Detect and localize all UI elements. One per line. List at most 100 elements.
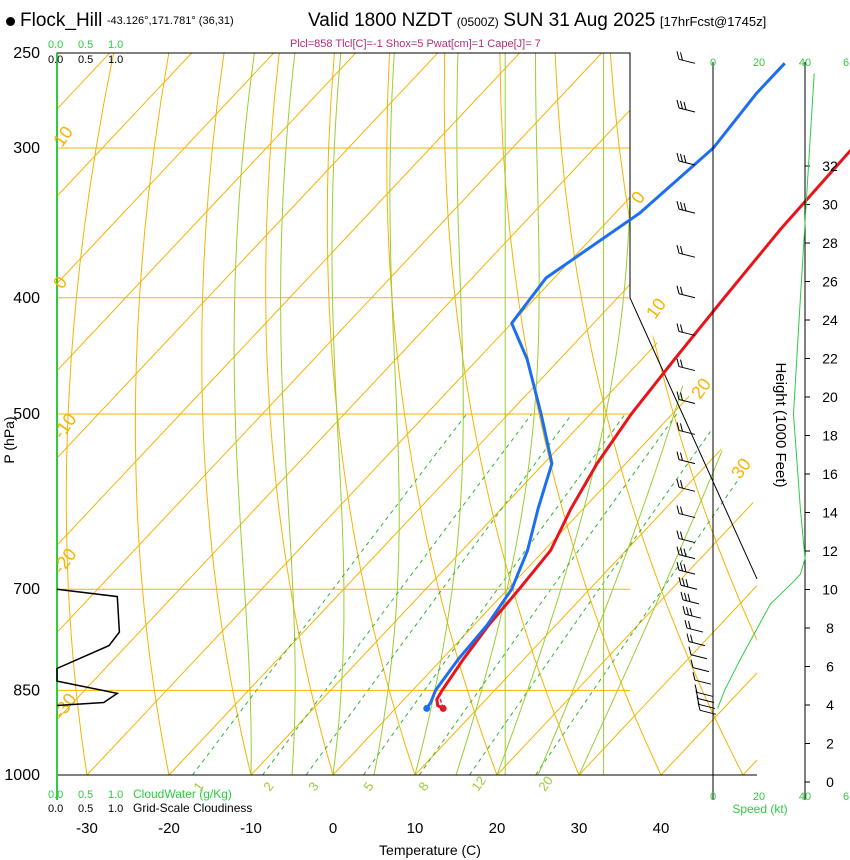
utc-label: (0500Z) [456, 15, 499, 29]
wind-barb-staff [678, 569, 696, 575]
valid-label: Valid 1800 NZDT [308, 10, 453, 31]
height-tick-label: 22 [822, 351, 838, 367]
wind-barb-staff [688, 641, 706, 647]
cloudiness-line [56, 588, 121, 707]
wind-barb-feather [680, 547, 683, 556]
pressure-tick-label: 850 [13, 682, 40, 699]
moist-adiabat-line [331, 53, 345, 775]
wind-barb [676, 505, 696, 519]
wind-barb [676, 422, 696, 435]
dry-adiabat-line [326, 53, 416, 775]
y-axis-label: P (hPa) [1, 416, 17, 463]
mixing-ratio-line [192, 413, 467, 775]
speed-top-tick: 40 [799, 57, 811, 69]
x-tick-label: -10 [240, 820, 262, 837]
wind-barb-staff [678, 58, 696, 64]
wind-barb-staff [698, 703, 716, 709]
speed-top-tick: 6 [843, 57, 849, 69]
wind-barb-staff [697, 697, 715, 703]
mixing-ratio-line [418, 413, 678, 775]
wind-barb-staff [684, 613, 702, 619]
wind-barb-staff [678, 330, 696, 336]
wind-barb-feather [680, 392, 683, 401]
wind-barb-staff [686, 627, 704, 633]
mixing-ratio-label: 12 [468, 773, 489, 794]
x-tick-label: 0 [329, 820, 337, 837]
height-tick-label: 28 [822, 235, 838, 251]
isotherm-label: 30 [727, 454, 755, 482]
parcel-params: Plcl=858 Tlcl[C]=-1 Shox=5 Pwat[cm]=1 Ca… [290, 38, 541, 50]
isotherm-label: 10 [642, 294, 670, 322]
speed-bottom-tick: 6 [843, 791, 849, 803]
wind-barb [676, 530, 696, 544]
height-tick-label: 2 [826, 736, 834, 752]
wind-barb-feather [676, 201, 680, 210]
valid-time: Valid 1800 NZDT (0500Z) SUN 31 Aug 2025 … [308, 10, 766, 32]
wind-barb-staff [678, 429, 696, 435]
wind-barb-staff [678, 459, 696, 465]
cloudiness-label: Grid-Scale Cloudiness [133, 801, 252, 815]
moist-adiabat-line [496, 53, 632, 775]
mixing-ratio-label: 8 [415, 779, 431, 794]
height-tick-label: 32 [822, 158, 838, 174]
wind-barb-staff [678, 486, 696, 492]
wind-barb-staff [694, 679, 712, 685]
wind-barb-feather [680, 452, 683, 461]
isotherm-label: -20 [49, 545, 80, 578]
dry-adiabat-line [134, 53, 170, 775]
dry-adiabat-line [386, 53, 498, 775]
height-tick-label: 20 [822, 389, 838, 405]
forecast-label: [17hrFcst@1745z] [659, 14, 767, 29]
wind-speed-line [717, 73, 815, 709]
wind-barb-feather [688, 620, 691, 630]
mixing-ratio-label: 3 [305, 779, 321, 794]
wind-barb [688, 646, 708, 660]
isotherm-line [57, 53, 357, 775]
cloudwater-label: CloudWater (g/Kg) [133, 787, 232, 801]
height-tick-label: 30 [822, 197, 838, 213]
wind-barb-feather [680, 202, 683, 211]
isotherm-line [57, 53, 193, 775]
cloud-top-label: 1.0 [108, 54, 123, 66]
wind-barb-feather [680, 591, 684, 601]
wind-barb-feather [676, 422, 680, 431]
wind-barb-feather [683, 564, 687, 573]
wind-barb [676, 546, 696, 560]
cloud-top-label: 0.5 [78, 54, 93, 66]
wind-barb-feather [676, 391, 680, 400]
wind-barb [678, 577, 698, 590]
wind-barb-staff [692, 667, 710, 673]
wind-barb-feather [686, 633, 690, 642]
wind-barb-feather [680, 480, 683, 489]
wind-barb-feather [683, 548, 687, 557]
cloud-top-label-green: 0.0 [48, 39, 63, 51]
isotherm-line [332, 53, 757, 775]
wind-barb-staff [678, 554, 696, 560]
wind-barb-feather [680, 423, 683, 432]
wind-barb-feather [682, 578, 685, 587]
moist-adiabat-line [233, 53, 255, 775]
dry-adiabat-line [201, 53, 252, 775]
wind-barb [676, 51, 696, 64]
x-tick-label: 40 [653, 820, 670, 837]
wind-barb [676, 285, 696, 299]
wind-barb-feather [683, 154, 687, 164]
station-coords: -43.126°,171.781° (36,31) [106, 15, 234, 27]
wind-barb-feather [690, 659, 694, 668]
wind-barb-feather [688, 646, 692, 655]
height-tick-label: 8 [826, 620, 834, 636]
x-tick-label: -20 [158, 820, 180, 837]
wind-barb [676, 152, 696, 166]
wind-barb-feather [676, 99, 680, 109]
wind-barb-staff [682, 599, 700, 605]
height-tick-label: 0 [826, 774, 834, 790]
moist-adiabat-line [414, 53, 464, 775]
wind-barb [684, 619, 704, 633]
wind-barb-staff [699, 709, 717, 715]
profile-temperature [435, 148, 850, 710]
dry-adiabat-line [265, 53, 334, 775]
height-tick-label: 24 [822, 312, 838, 328]
wind-barb-staff [678, 293, 696, 299]
